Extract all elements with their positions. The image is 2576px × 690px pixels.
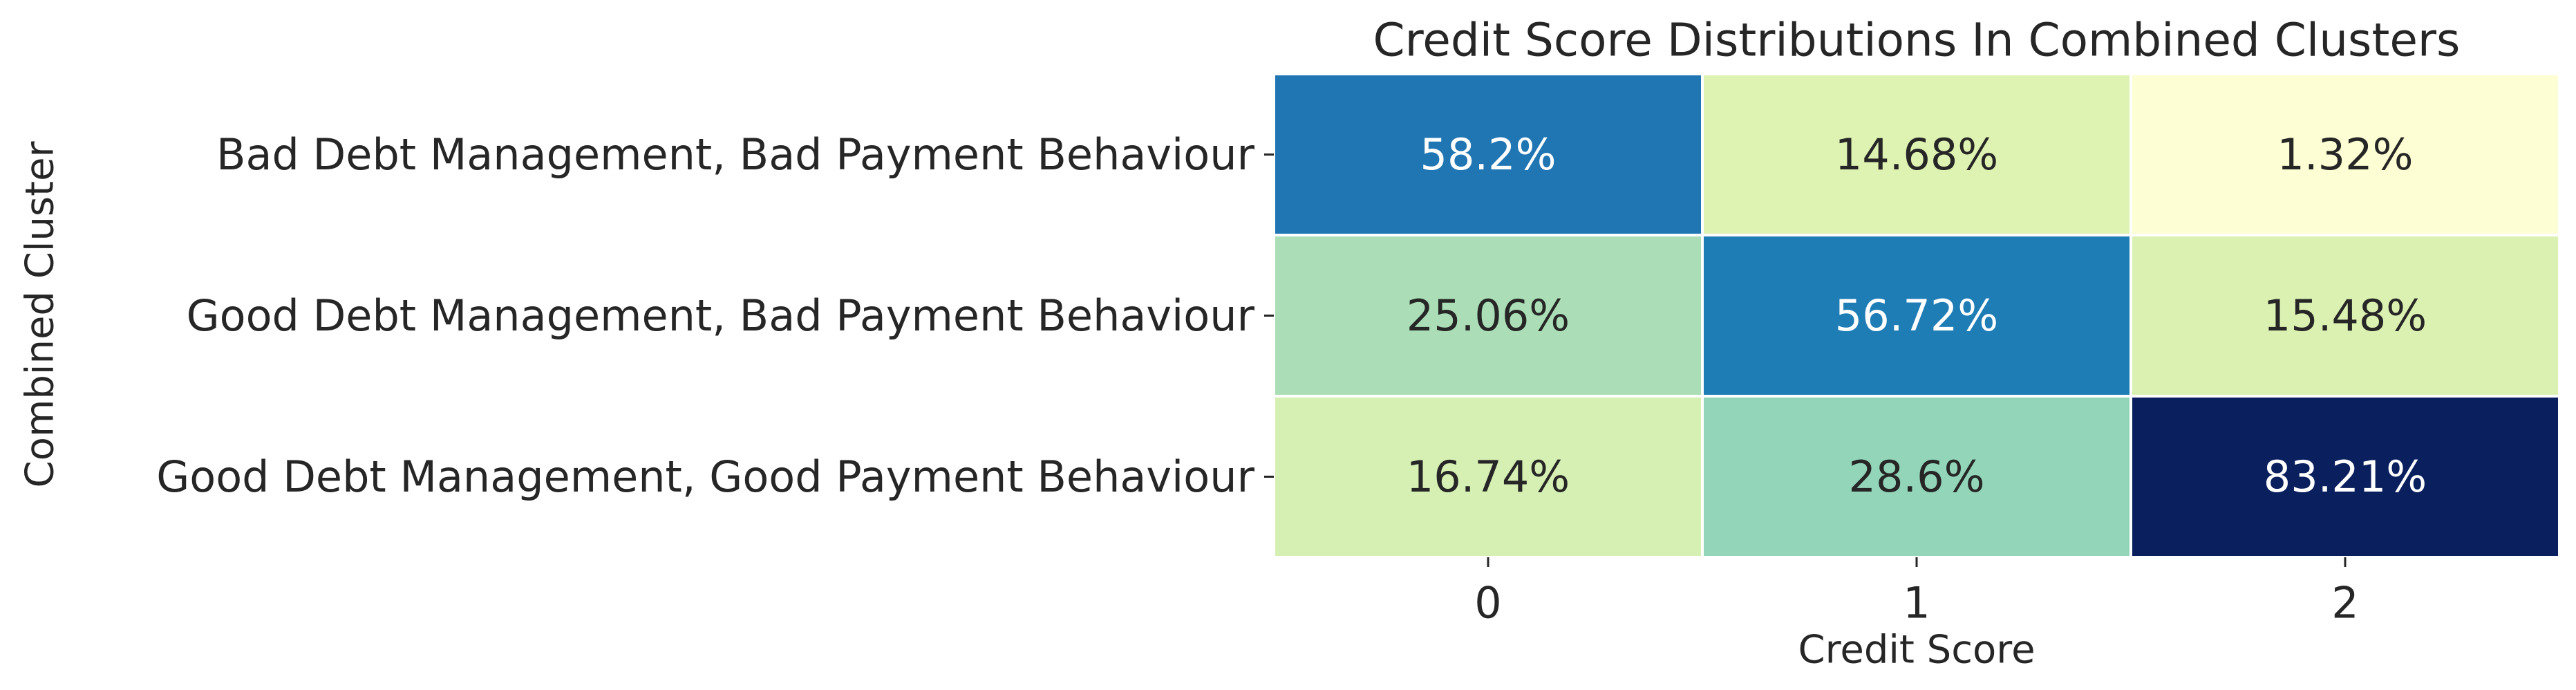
cell-label-r2-c2: 83.21% xyxy=(2264,451,2427,502)
cell-label-r2-c1: 28.6% xyxy=(1849,451,1985,502)
heatmap-cell-r1-c2 xyxy=(2130,234,2561,398)
cell-label-r2-c0: 16.74% xyxy=(1407,451,1570,502)
cell-label-r0-c2: 1.32% xyxy=(2277,129,2414,180)
heatmap-cell-r0-c2 xyxy=(2130,73,2561,236)
y-tick-label-0: Bad Debt Management, Bad Payment Behavio… xyxy=(216,129,1255,180)
heatmap-cell-r0-c1 xyxy=(1701,73,2132,236)
cell-label-r1-c1: 56.72% xyxy=(1835,290,1998,341)
heatmap-cell-r1-c1 xyxy=(1701,234,2132,398)
y-axis-ticks: Bad Debt Management, Bad Payment Behavio… xyxy=(156,129,1274,502)
heatmap-cell-r2-c1 xyxy=(1701,395,2132,559)
cell-label-r1-c2: 15.48% xyxy=(2264,290,2427,341)
heatmap-cell-r1-c0 xyxy=(1272,234,1704,398)
y-tick-label-1: Good Debt Management, Bad Payment Behavi… xyxy=(187,290,1255,341)
x-axis-ticks: 0 1 2 xyxy=(1474,557,2359,628)
x-axis-label: Credit Score xyxy=(1798,628,2035,673)
x-tick-label-2: 2 xyxy=(2331,578,2358,628)
x-tick-label-0: 0 xyxy=(1474,578,1501,628)
chart-title: Credit Score Distributions In Combined C… xyxy=(1373,14,2461,67)
y-tick-label-2: Good Debt Management, Good Payment Behav… xyxy=(156,451,1254,502)
cell-label-r0-c0: 58.2% xyxy=(1420,129,1557,180)
x-tick-label-1: 1 xyxy=(1903,578,1930,628)
heatmap-cell-r0-c0 xyxy=(1272,73,1704,236)
y-axis-label: Combined Cluster xyxy=(18,140,63,487)
cell-label-r1-c0: 25.06% xyxy=(1407,290,1570,341)
heatmap-cells: 58.2% 14.68% 1.32% 25.06% 56.72% 15.48% 16.74%… xyxy=(1272,73,2561,559)
cell-label-r0-c1: 14.68% xyxy=(1835,129,1998,180)
